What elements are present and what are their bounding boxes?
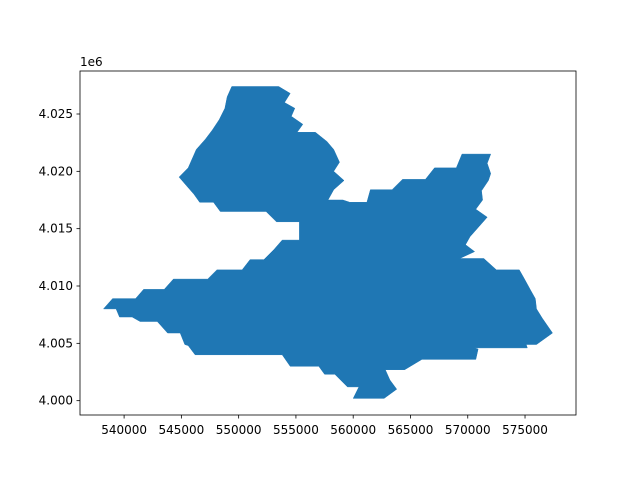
y-tick-label: 4.010 [39,279,73,293]
y-axis-offset-label: 1e6 [80,55,103,69]
y-tick-label: 4.000 [39,394,73,408]
x-axis: 540000 545000 550000 555000 560000 565000 5700… [101,415,548,437]
y-axis: 4.000 4.005 4.010 4.015 4.020 4.025 [39,107,80,408]
x-tick-label: 545000 [158,423,204,437]
y-tick-label: 4.020 [39,164,73,178]
axes-frame [79,70,577,416]
x-tick-label: 560000 [330,423,376,437]
y-tick-label: 4.025 [39,107,73,121]
y-tick-label: 4.005 [39,336,73,350]
region-polygon [102,86,553,399]
plot-area [102,86,553,399]
x-tick-label: 570000 [445,423,491,437]
x-tick-label: 550000 [216,423,262,437]
x-tick-label: 540000 [101,423,147,437]
x-tick-label: 575000 [502,423,548,437]
x-tick-label: 555000 [273,423,319,437]
y-tick-label: 4.015 [39,222,73,236]
x-tick-label: 565000 [388,423,434,437]
